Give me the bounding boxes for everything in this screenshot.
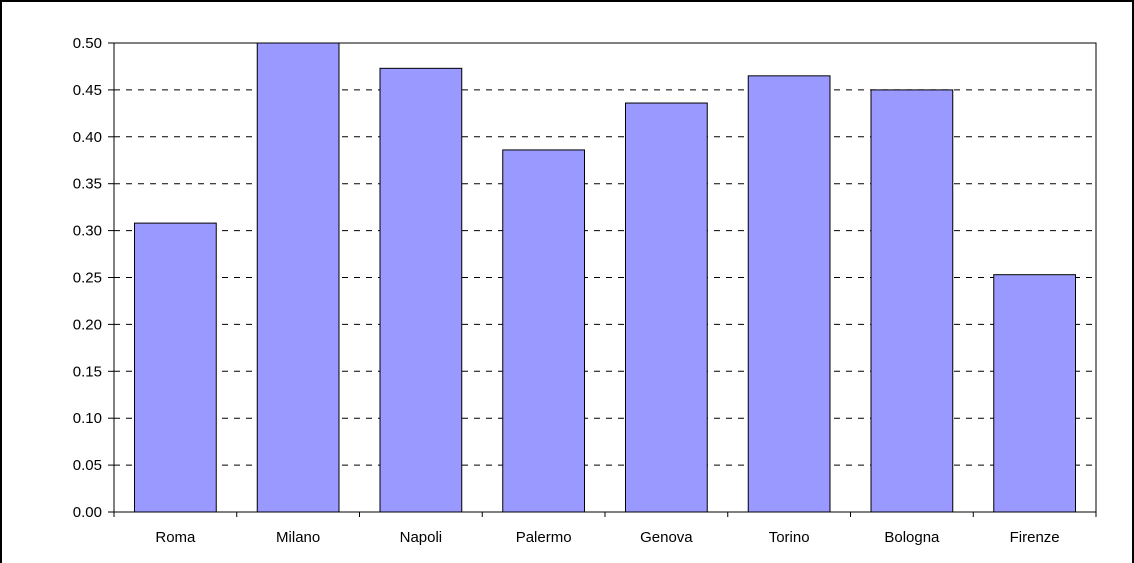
x-tick-label: Torino (769, 529, 810, 546)
bar-napoli (379, 67, 463, 513)
y-tick-label: 0.50 (73, 35, 102, 52)
x-tick-label: Palermo (516, 529, 572, 546)
y-tick-label: 0.20 (73, 316, 102, 333)
bar-firenze (993, 274, 1077, 513)
bars (133, 42, 1077, 513)
bar-torino (747, 75, 831, 513)
x-tick-label: Napoli (400, 529, 443, 546)
x-tick-label: Roma (155, 529, 196, 546)
y-tick-label: 0.40 (73, 129, 102, 146)
bar-genova (624, 102, 708, 513)
y-tick-label: 0.25 (73, 270, 102, 287)
y-tick-label: 0.00 (73, 504, 102, 521)
y-axis: 0.00 0.05 0.10 0.15 0.20 0.25 0.30 0.35 0.40 0.45… (73, 35, 114, 521)
x-tick-label: Bologna (884, 529, 940, 546)
y-tick-label: 0.15 (73, 363, 102, 380)
x-tick-label: Milano (276, 529, 320, 546)
y-tick-label: 0.35 (73, 176, 102, 193)
bar-roma (133, 222, 217, 513)
y-tick-label: 0.30 (73, 223, 102, 240)
x-tick-label: Genova (640, 529, 693, 546)
y-tick-label: 0.10 (73, 410, 102, 427)
bar-bologna (870, 89, 954, 513)
y-tick-label: 0.05 (73, 457, 102, 474)
y-tick-label: 0.45 (73, 82, 102, 99)
x-axis: Roma Milano Napoli Palermo Genova Torino Bolog… (113, 512, 1097, 546)
bar-palermo (502, 149, 586, 513)
bar-milano (256, 42, 340, 513)
x-tick-label: Firenze (1010, 529, 1060, 546)
